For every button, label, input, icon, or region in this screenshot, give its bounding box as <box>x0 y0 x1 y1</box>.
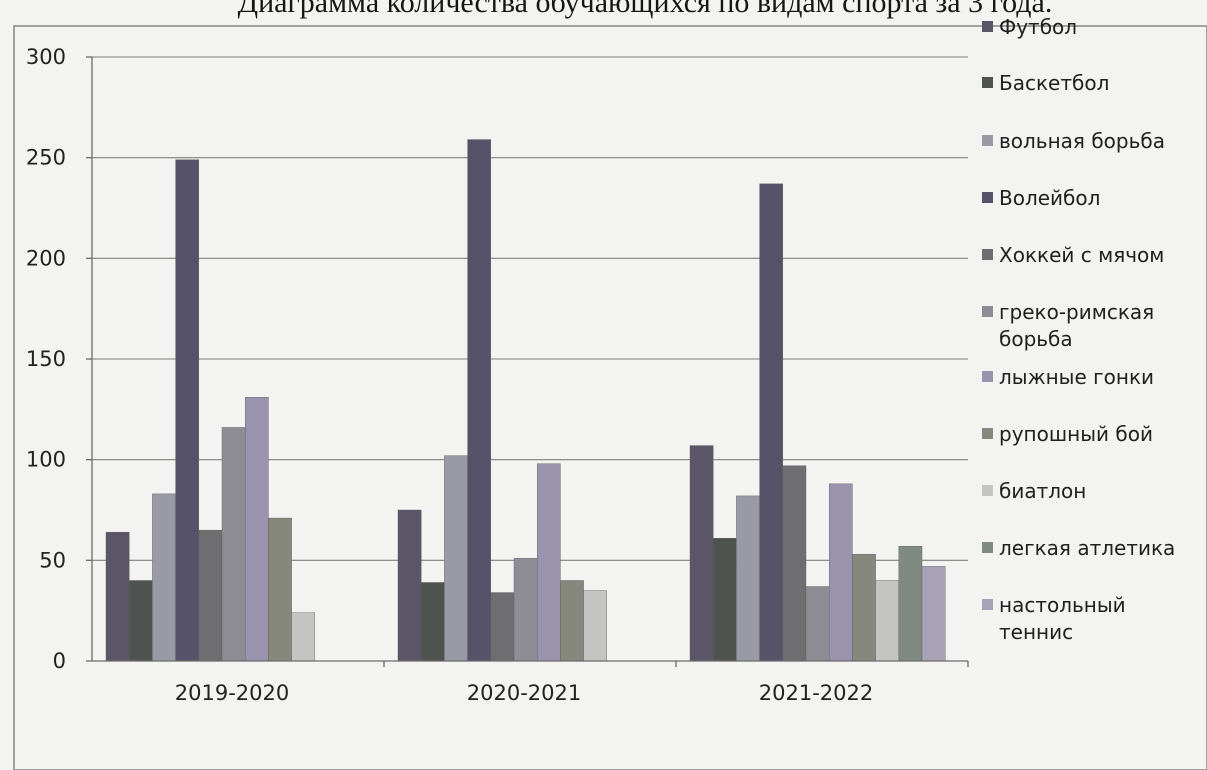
x-tick-label: 2021-2022 <box>759 681 873 705</box>
bars <box>105 139 946 662</box>
chart-title: Диаграмма количества обучающихся по вида… <box>237 0 1053 19</box>
bar <box>829 483 853 662</box>
legend-item: легкая атлетика <box>982 535 1204 562</box>
bar <box>852 554 876 662</box>
x-tick-label: 2020-2021 <box>467 681 581 705</box>
y-tick-label: 250 <box>26 146 66 170</box>
legend-swatch <box>982 77 993 88</box>
legend-swatch <box>982 192 993 203</box>
bar <box>221 427 246 662</box>
legend-item: Футбол <box>982 14 1204 41</box>
bar <box>583 590 607 662</box>
legend-swatch <box>982 428 993 439</box>
bar <box>291 612 316 662</box>
legend-item: греко-римская борьба <box>982 299 1204 353</box>
legend-swatch <box>982 371 993 382</box>
bar <box>244 397 269 662</box>
legend-swatch <box>982 306 993 317</box>
y-tick-label: 200 <box>26 246 66 270</box>
bar <box>921 566 946 662</box>
x-axis-ticks: 2019-2020 2020-2021 2021-2022 <box>175 661 969 705</box>
legend-label: греко-римская борьба <box>999 300 1155 351</box>
bar <box>875 580 899 662</box>
legend-label: настольный теннис <box>999 593 1126 644</box>
legend-label: биатлон <box>999 479 1087 503</box>
bar <box>537 463 561 662</box>
legend-item: Хоккей с мячом <box>982 242 1204 269</box>
bar <box>736 495 760 662</box>
legend-label: лыжные гонки <box>999 365 1155 389</box>
y-tick-label: 100 <box>26 448 66 472</box>
bar <box>467 139 492 662</box>
legend-item: биатлон <box>982 478 1204 505</box>
y-tick-label: 150 <box>26 347 66 371</box>
bar <box>444 455 468 662</box>
legend-label: Волейбол <box>999 186 1101 210</box>
y-tick-label: 0 <box>53 649 66 673</box>
legend-swatch <box>982 485 993 496</box>
chart-frame <box>13 25 1207 770</box>
bar <box>198 529 223 662</box>
bar <box>128 580 153 662</box>
bar <box>490 592 515 662</box>
legend-swatch <box>982 135 993 146</box>
legend-item: вольная борьба <box>982 128 1204 155</box>
bar <box>689 445 714 662</box>
bar <box>782 465 807 662</box>
legend-label: Хоккей с мячом <box>999 243 1165 267</box>
bar <box>513 558 538 662</box>
legend-label: рупошный бой <box>999 422 1153 446</box>
bar <box>421 582 445 662</box>
bar <box>898 546 923 662</box>
bar <box>805 586 830 662</box>
legend-label: Баскетбол <box>999 71 1110 95</box>
bar <box>268 517 292 662</box>
y-tick-label: 50 <box>39 548 66 572</box>
bar <box>759 183 783 662</box>
legend-item: Баскетбол <box>982 70 1204 97</box>
legend-swatch <box>982 599 993 610</box>
y-tick-label: 300 <box>26 45 66 69</box>
y-axis-ticks: 0 50 100 150 200 250 300 <box>26 45 93 673</box>
bar <box>713 537 737 662</box>
legend-label: легкая атлетика <box>999 536 1176 560</box>
bar <box>152 493 176 662</box>
legend-swatch <box>982 249 993 260</box>
bar <box>397 509 422 662</box>
legend-item: Волейбол <box>982 185 1204 212</box>
bar <box>560 580 584 662</box>
x-tick-label: 2019-2020 <box>175 681 289 705</box>
bar <box>105 531 130 662</box>
legend-label: вольная борьба <box>999 129 1165 153</box>
legend-swatch <box>982 542 993 553</box>
bar <box>175 159 200 662</box>
legend-item: рупошный бой <box>982 421 1204 448</box>
legend-item: лыжные гонки <box>982 364 1204 391</box>
legend-label: Футбол <box>999 15 1078 39</box>
legend-item: настольный теннис <box>982 592 1204 646</box>
legend-swatch <box>982 21 993 32</box>
